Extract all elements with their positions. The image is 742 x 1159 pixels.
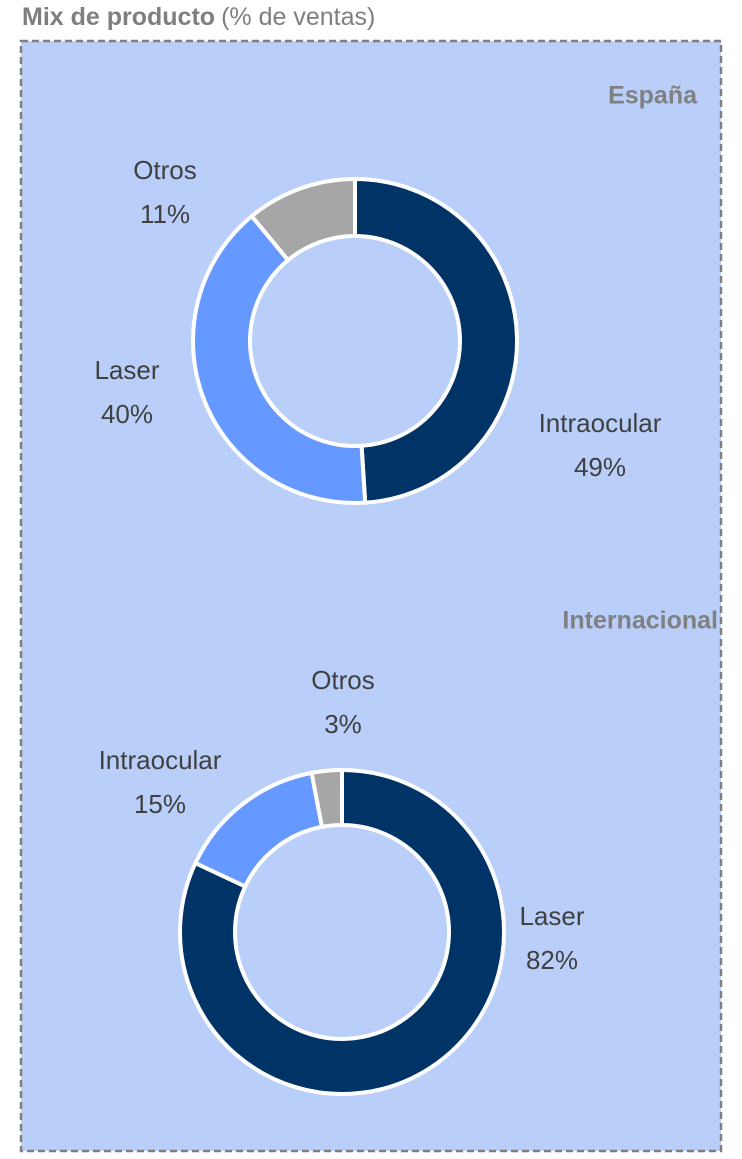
donut-slice [309,768,344,829]
donut-slice [249,177,357,263]
slice-value: 11% [140,199,190,229]
donut-slice [191,214,368,505]
slice-label: Intraocular [539,408,662,438]
chart-subtitle: Internacional [562,607,718,635]
slice-value: 40% [101,399,153,429]
slice-value: 3% [324,709,362,739]
chart-subtitle: España [608,82,698,110]
slice-label: Otros [133,155,197,185]
chart-title: Mix de producto (% de ventas) [22,3,375,31]
slice-value: 15% [134,789,186,819]
title: Mix de producto [22,3,215,31]
slice-value: 82% [526,945,578,975]
slice-label: Intraocular [99,745,222,775]
slice-label: Otros [311,665,375,695]
slice-value: 49% [574,452,626,482]
subtitle: (% de ventas) [221,3,375,31]
slice-label: Laser [94,355,159,385]
donut-slice [353,177,519,505]
donut-slice [178,768,506,1096]
slice-label: Laser [519,901,584,931]
